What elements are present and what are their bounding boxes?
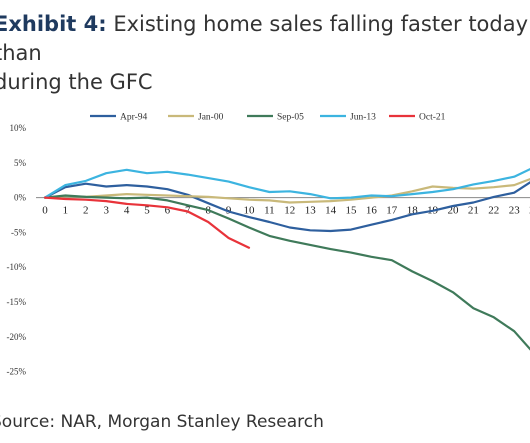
x-tick-label: 1 — [63, 205, 69, 217]
x-tick-label: 6 — [165, 205, 171, 217]
exhibit-label: Exhibit 4: — [0, 12, 107, 36]
x-tick-label: 12 — [284, 205, 295, 217]
chart-title: Exhibit 4: Existing home sales falling f… — [0, 10, 530, 97]
x-tick-label: 2 — [83, 205, 89, 217]
x-tick-label: 18 — [407, 205, 419, 217]
y-tick-label: 5% — [14, 158, 27, 168]
x-tick-label: 17 — [386, 205, 398, 217]
series-lines — [43, 167, 530, 351]
legend-label: Sep-05 — [277, 113, 304, 123]
x-tick-label: 14 — [325, 205, 337, 217]
x-tick-label: 3 — [103, 205, 109, 217]
x-tick-label: 23 — [509, 205, 521, 217]
series-line-oct-21 — [43, 196, 251, 249]
x-tick-label: 21 — [468, 205, 479, 217]
x-tick-label: 4 — [124, 205, 130, 217]
series-line-apr-94 — [43, 181, 530, 233]
x-tick-label: 22 — [488, 205, 499, 217]
title-line2: during the GFC — [0, 70, 153, 94]
y-tick-label: -10% — [7, 262, 27, 272]
y-tick-label: -15% — [7, 297, 27, 307]
x-tick-label: 15 — [346, 205, 358, 217]
x-tick-label: 16 — [366, 205, 378, 217]
series-line-jun-13 — [43, 167, 530, 200]
x-axis-ticks: 0123456789101112131415161718192021222324 — [42, 205, 530, 217]
y-tick-label: -5% — [11, 227, 26, 237]
x-tick-label: 20 — [448, 205, 460, 217]
x-tick-label: 0 — [42, 205, 48, 217]
x-tick-label: 10 — [244, 205, 256, 217]
legend-label: Jun-13 — [350, 113, 376, 123]
legend-label: Jan-00 — [198, 113, 224, 123]
line-chart: 10%5%0%-5%-10%-15%-20%-25% 0 1 2 3 4 5 6 7 8 9 10 1… — [7, 113, 530, 377]
y-tick-label: -20% — [7, 332, 27, 342]
legend-label: Oct-21 — [419, 113, 446, 123]
y-tick-label: 10% — [10, 123, 27, 133]
x-tick-label: 13 — [305, 205, 317, 217]
y-tick-label: 0% — [14, 193, 27, 203]
y-axis-ticks: 10% 5% 0% -5% -10% -15% -20% -25% — [7, 123, 27, 377]
legend: Apr-94 Jan-00 Sep-05 Jun-13 Oct-21 — [90, 113, 446, 123]
x-tick-label: 5 — [144, 205, 150, 217]
series-line-jan-00 — [43, 177, 530, 204]
source-note: Source: NAR, Morgan Stanley Research — [0, 412, 324, 432]
legend-label: Apr-94 — [120, 113, 147, 123]
title-line1: Existing home sales falling faster today… — [0, 12, 529, 65]
x-tick-label: 11 — [264, 205, 275, 217]
y-tick-label: -25% — [7, 367, 27, 377]
series-line-sep-05 — [43, 194, 530, 351]
